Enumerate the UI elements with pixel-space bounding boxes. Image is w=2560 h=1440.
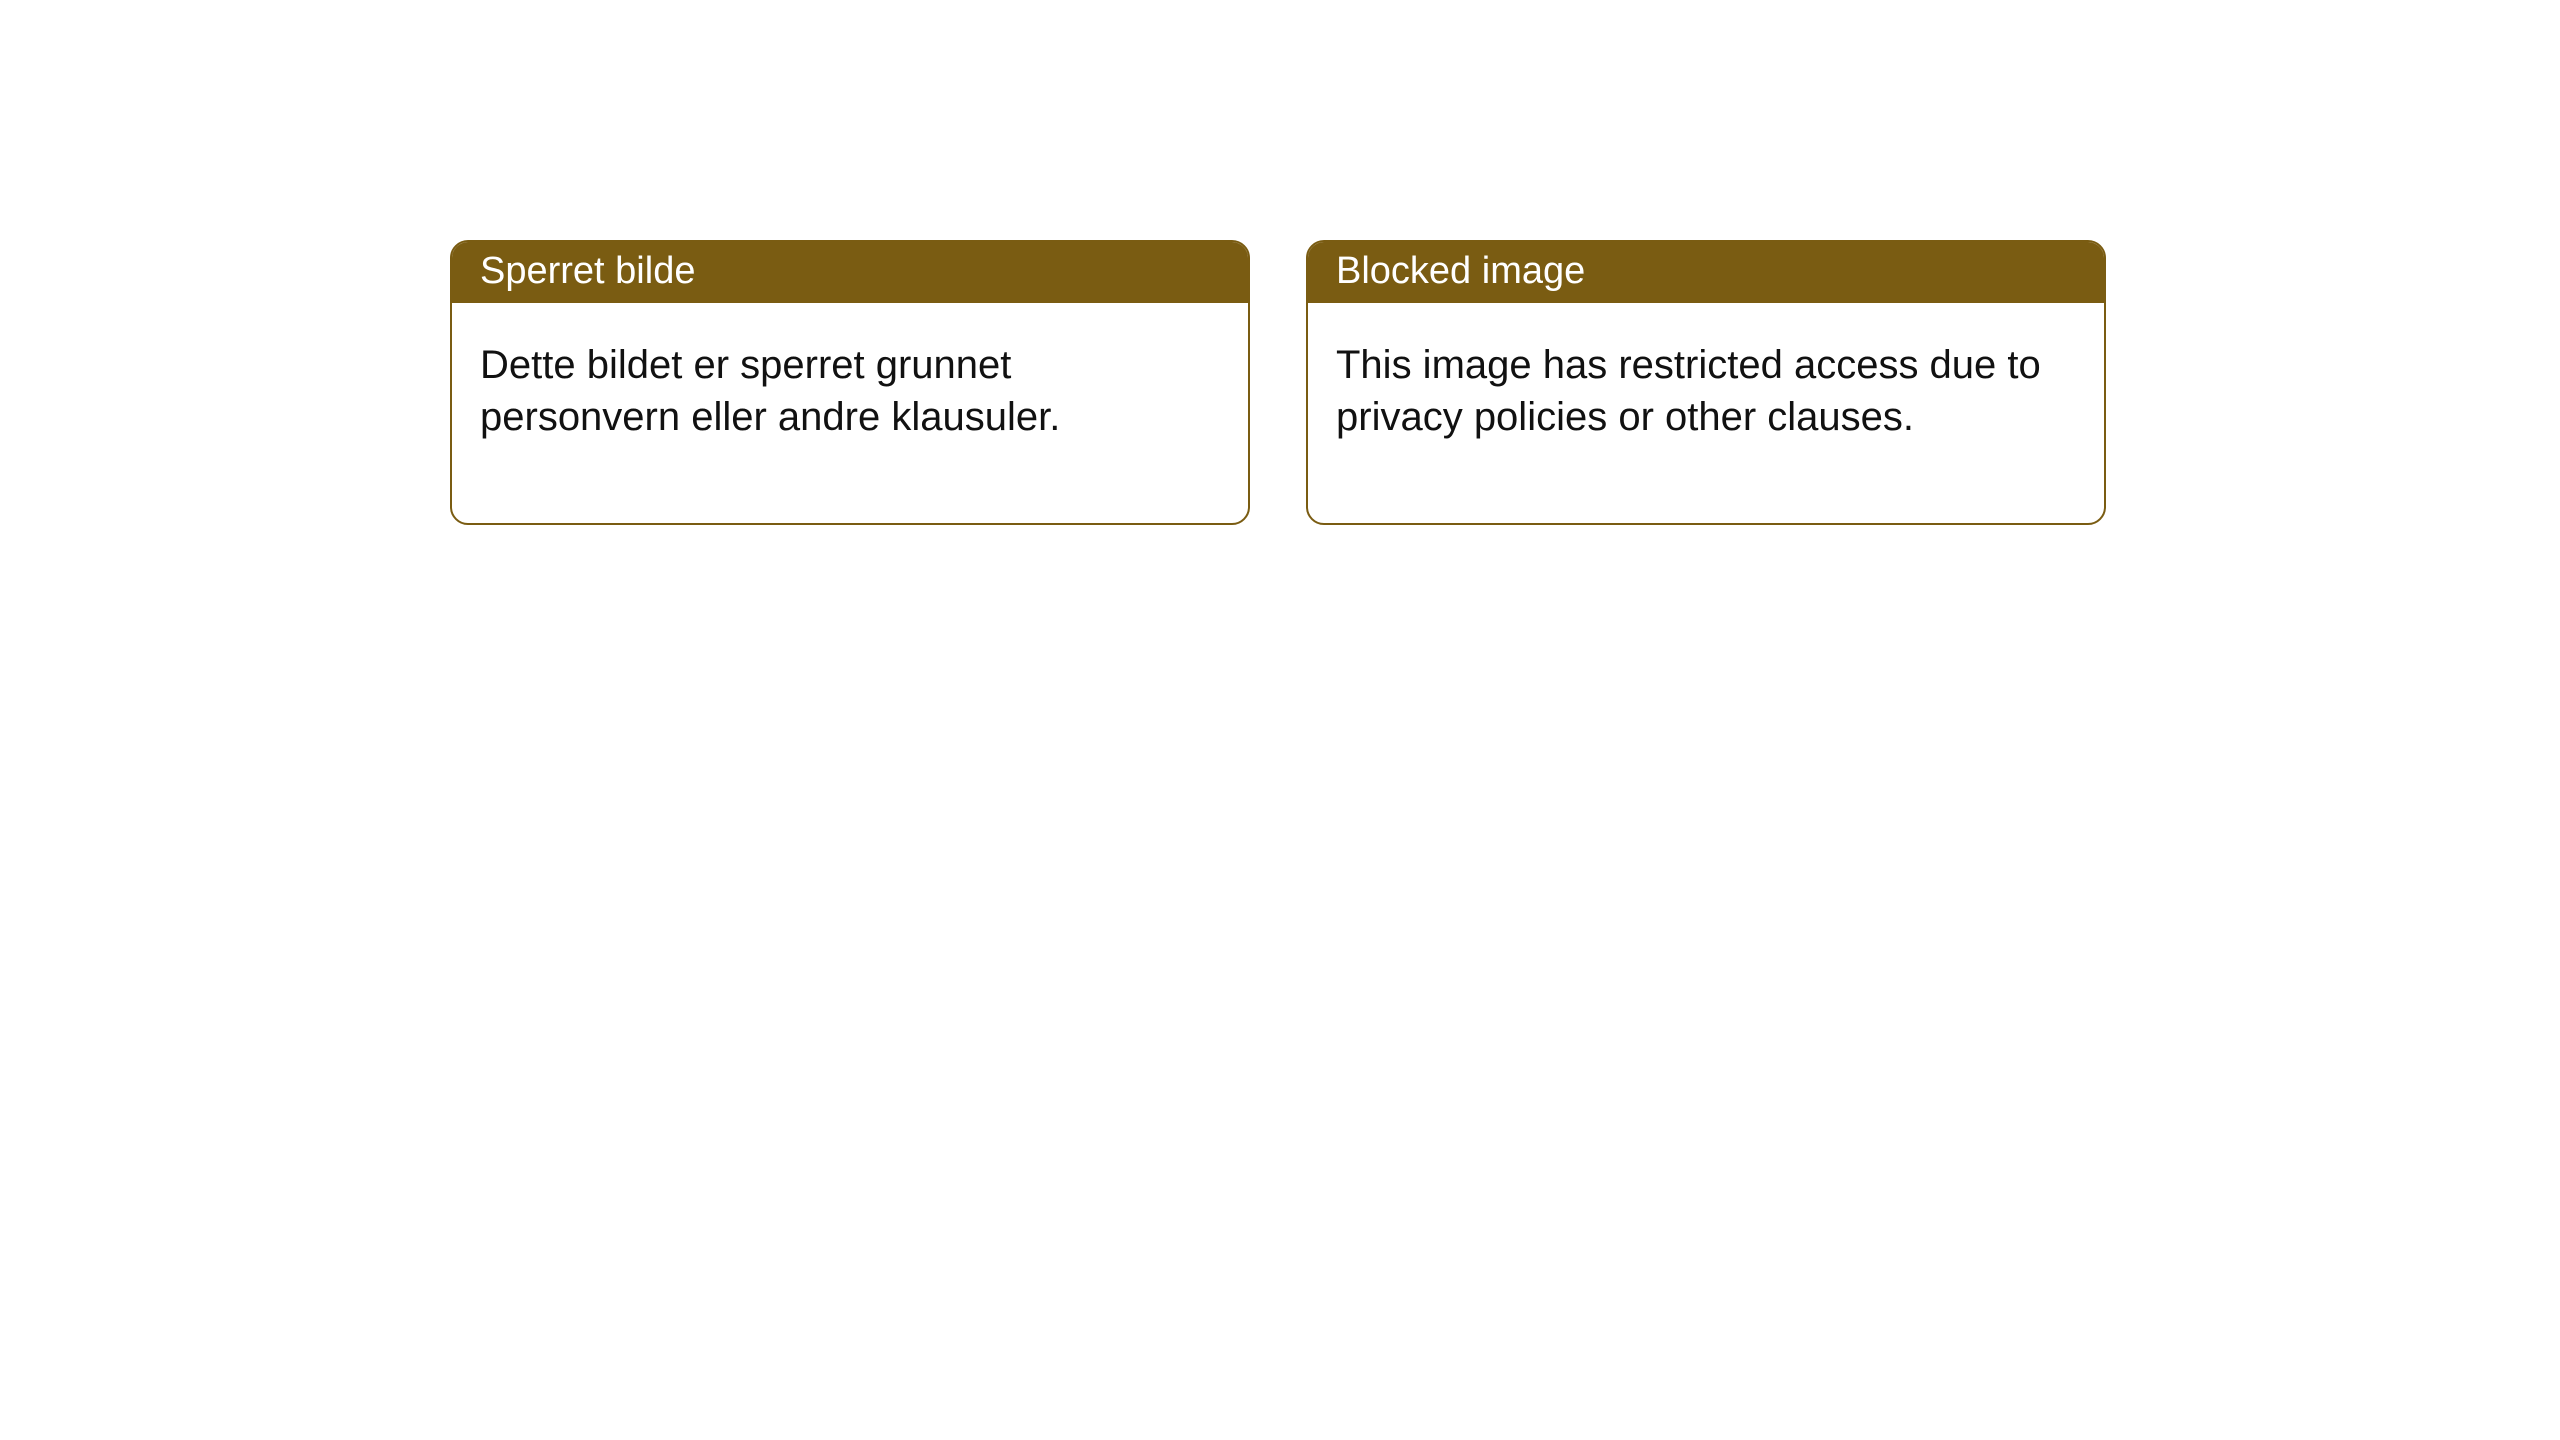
card-header: Blocked image	[1308, 242, 2104, 303]
blocked-image-card-english: Blocked image This image has restricted …	[1306, 240, 2106, 525]
card-header: Sperret bilde	[452, 242, 1248, 303]
blocked-image-card-norwegian: Sperret bilde Dette bildet er sperret gr…	[450, 240, 1250, 525]
card-body: Dette bildet er sperret grunnet personve…	[452, 303, 1248, 523]
card-body: This image has restricted access due to …	[1308, 303, 2104, 523]
notice-container: Sperret bilde Dette bildet er sperret gr…	[0, 0, 2560, 525]
